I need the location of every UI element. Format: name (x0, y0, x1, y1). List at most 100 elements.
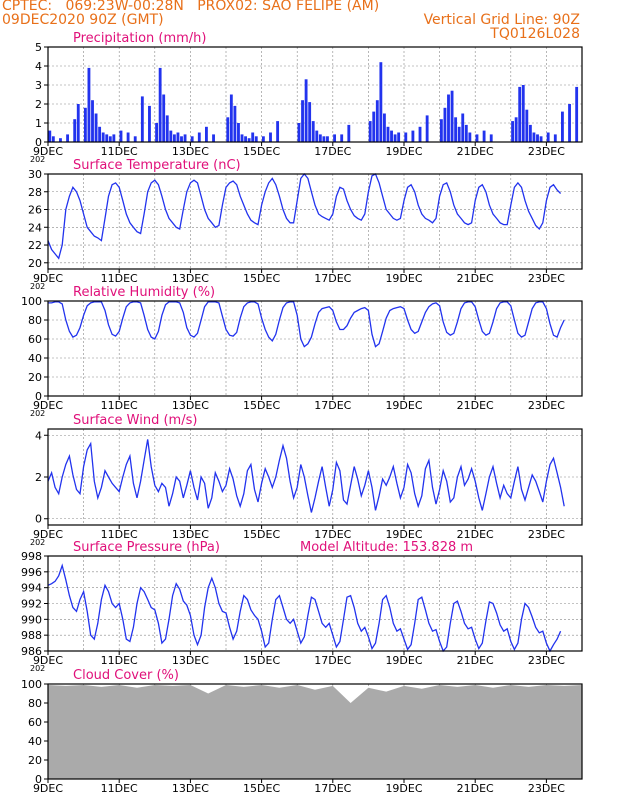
precip-bar (212, 134, 215, 142)
precip-bar (244, 136, 248, 142)
y-tick-label: 3 (35, 79, 42, 92)
pressure-series-line (47, 563, 562, 653)
rh-series-line (48, 301, 565, 348)
precip-bar (269, 132, 272, 142)
y-tick-label: 5 (35, 41, 42, 54)
precip-bar (525, 109, 529, 142)
precip-bar (482, 130, 486, 142)
y-tick-label: 20 (28, 371, 42, 384)
y-tick-label: 988 (21, 629, 42, 642)
x-tick-label: 21DEC (457, 272, 494, 285)
x-tick-label: 13DEC (172, 272, 209, 285)
x-tick-label: 19DEC (385, 654, 422, 667)
precip-bar (404, 132, 408, 142)
precip-bar (76, 104, 80, 142)
precip-bar (119, 130, 123, 142)
pressure-title: Surface Pressure (hPa) (73, 540, 220, 555)
y-tick-label: 2 (35, 471, 42, 484)
y-tick-label: 0 (35, 136, 42, 149)
y-tick-label: 40 (28, 735, 42, 748)
x-year-label: 202 (30, 409, 45, 418)
precip-bar (340, 134, 344, 142)
pressure-panel: 986 988 990 992 994 996 998 9DEC 11DEC 13DEC 15DEC… (21, 540, 583, 673)
x-tick-label: 21DEC (457, 782, 494, 795)
precip-bar (411, 130, 415, 142)
precip-bar (368, 121, 372, 142)
precip-bar (83, 107, 87, 142)
x-tick-label: 23DEC (528, 782, 565, 795)
precip-bar (514, 117, 518, 142)
y-tick-label: 100 (21, 295, 42, 308)
x-year-label: 202 (30, 664, 45, 673)
x-tick-label: 9DEC (33, 399, 63, 412)
x-tick-label: 15DEC (243, 528, 280, 541)
rh-panel: 0 20 40 60 80 100 9DEC 11DEC 13DEC 15DEC 17DEC 19DE… (21, 285, 583, 418)
cloud-frame (47, 683, 583, 780)
x-tick-label: 15DEC (243, 654, 280, 667)
x-tick-label: 19DEC (385, 145, 422, 158)
precip-bar (197, 132, 201, 142)
precip-bar (379, 62, 383, 143)
y-tick-label: 0 (35, 390, 42, 403)
precip-bar (276, 121, 280, 142)
x-tick-label: 9DEC (33, 528, 63, 541)
precip-bar (347, 124, 351, 142)
header-model-code: TQ0126L028 (490, 26, 580, 42)
cloud-cover-area (48, 685, 582, 779)
x-tick-label: 11DEC (101, 272, 138, 285)
cloud-title: Cloud Cover (%) (73, 668, 179, 683)
rh-frame (47, 300, 583, 397)
precip-bar (575, 86, 579, 142)
precip-bar (521, 85, 525, 142)
precip-bar (155, 123, 159, 142)
precip-bar (382, 113, 386, 142)
header-vertical-grid-line: Vertical Grid Line: 90Z (423, 12, 580, 28)
precip-bar (461, 113, 465, 142)
precip-bar (229, 94, 233, 142)
x-tick-label: 9DEC (33, 145, 63, 158)
precip-bar (390, 130, 393, 142)
x-tick-label: 15DEC (243, 782, 280, 795)
precip-bar (183, 134, 187, 142)
wind-title: Surface Wind (m/s) (73, 413, 197, 428)
precip-bar (204, 126, 208, 142)
precip-bar (447, 94, 450, 142)
y-tick-label: 996 (21, 566, 42, 579)
x-tick-label: 17DEC (314, 528, 351, 541)
precip-bar (247, 138, 251, 142)
y-tick-label: 20 (28, 754, 42, 767)
wind-series-line (47, 439, 565, 513)
x-tick-label: 17DEC (314, 272, 351, 285)
x-tick-label: 15DEC (243, 145, 280, 158)
precip-bar (568, 104, 571, 142)
x-tick-label: 11DEC (101, 145, 138, 158)
x-tick-label: 13DEC (172, 399, 209, 412)
precip-bar (98, 126, 102, 142)
precip-bar (133, 136, 137, 142)
precip-bar (511, 121, 515, 142)
precip-bar (546, 132, 550, 142)
precip-bar (539, 136, 543, 142)
precip-bar (158, 67, 162, 142)
precip-bar (254, 136, 258, 142)
precip-bar (105, 134, 109, 142)
precip-panel: 0 1 2 3 4 5 9DEC 11DEC 13DEC 15DEC 17DEC 19DEC 21DEC… (30, 31, 583, 164)
precip-bar (553, 134, 557, 142)
precip-bar (162, 94, 166, 142)
precip-bar (304, 79, 308, 142)
temp-series-line (47, 172, 562, 260)
precip-bar (393, 134, 397, 142)
precip-bar (240, 134, 244, 142)
precip-bar (140, 96, 144, 142)
y-tick-label: 1 (35, 117, 42, 130)
x-year-label: 202 (30, 282, 45, 291)
precip-bar (233, 105, 237, 142)
y-tick-label: 80 (28, 314, 42, 327)
x-tick-label: 9DEC (33, 654, 63, 667)
x-tick-label: 9DEC (33, 782, 63, 795)
precip-bar (439, 119, 443, 142)
precip-bar (333, 134, 337, 142)
precip-bar (464, 124, 468, 142)
x-tick-label: 21DEC (457, 399, 494, 412)
